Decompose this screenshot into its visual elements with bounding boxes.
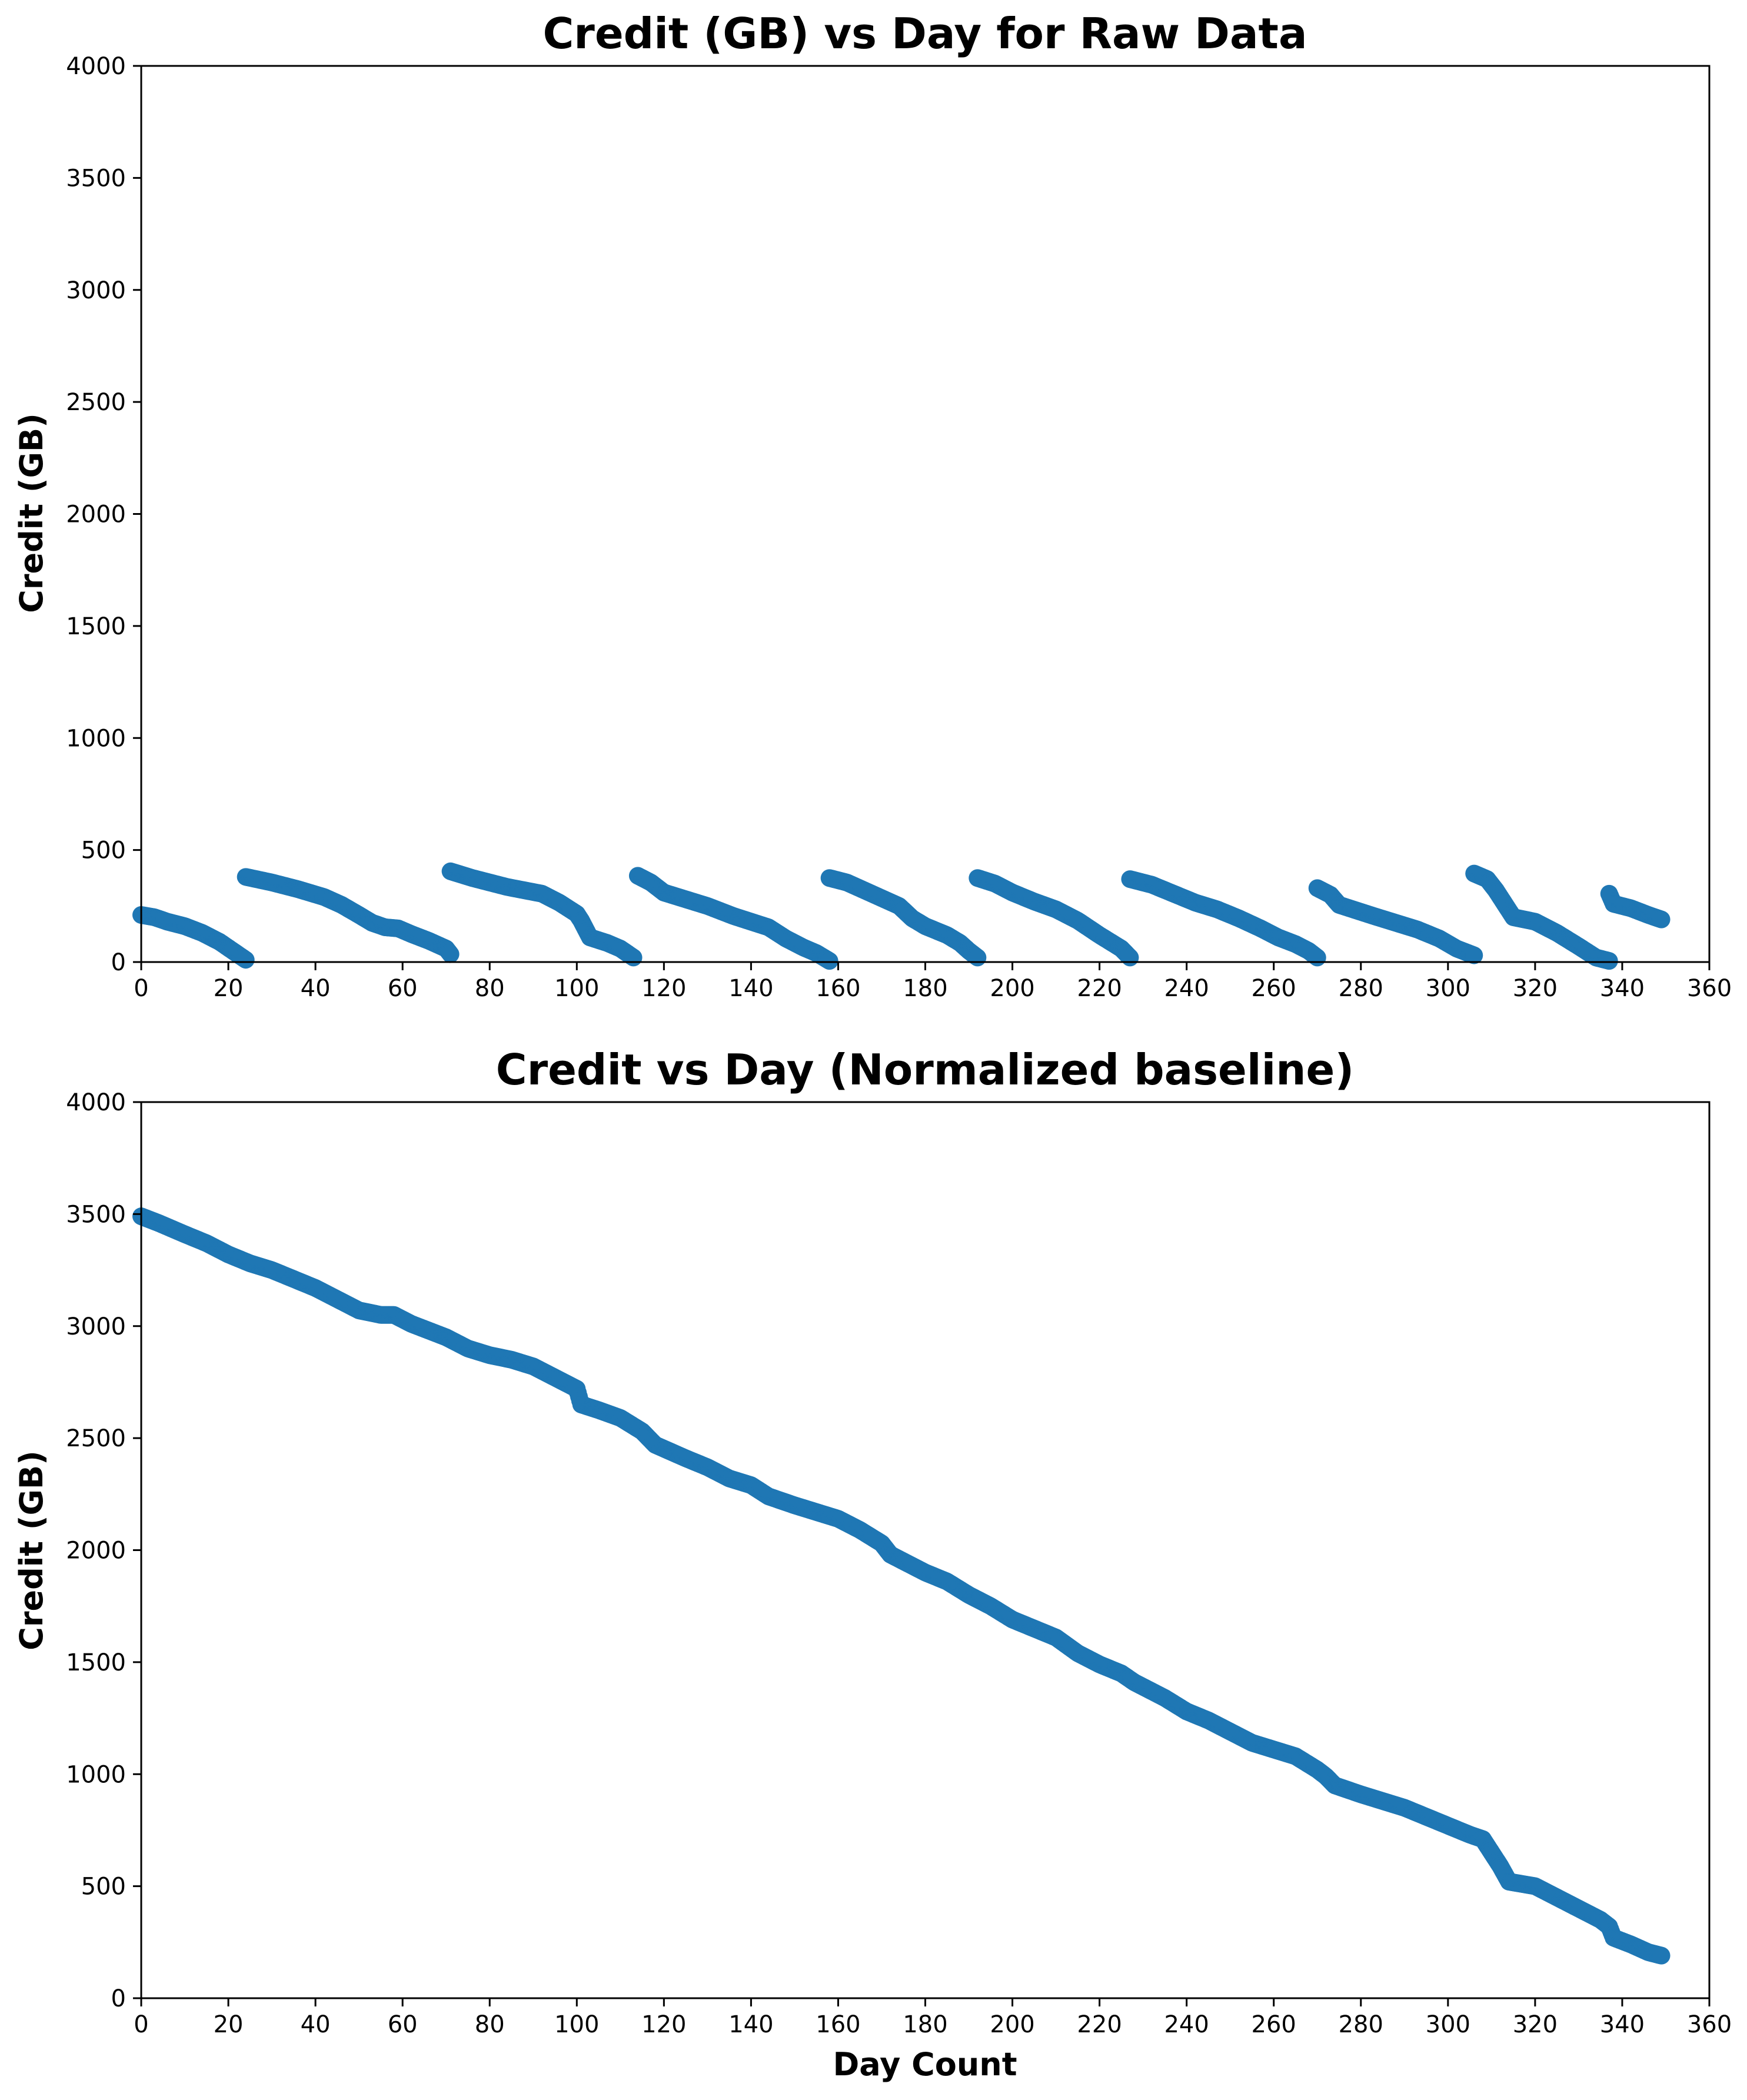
x-tick-label: 120 xyxy=(641,975,686,1002)
x-tick-label: 280 xyxy=(1339,2011,1383,2038)
data-point xyxy=(969,949,987,967)
y-tick-label: 2500 xyxy=(66,389,126,416)
x-tick-label: 340 xyxy=(1600,975,1645,1002)
y-tick-label: 500 xyxy=(81,1873,126,1901)
x-tick-label: 40 xyxy=(301,2011,331,2038)
x-tick-label: 240 xyxy=(1164,975,1209,1002)
y-tick-label: 4000 xyxy=(66,1089,126,1116)
scatter-points xyxy=(132,1207,1671,1965)
data-point xyxy=(1600,952,1618,970)
chart-title: Credit vs Day (Normalized baseline) xyxy=(496,1045,1355,1094)
data-point xyxy=(1652,910,1671,928)
x-tick-label: 160 xyxy=(816,2011,860,2038)
x-tick-label: 0 xyxy=(134,975,148,1002)
y-tick-label: 3500 xyxy=(66,165,126,192)
scatter-points xyxy=(132,862,1671,970)
x-tick-label: 340 xyxy=(1600,2011,1645,2038)
x-tick-label: 320 xyxy=(1513,975,1558,1002)
x-tick-label: 180 xyxy=(903,2011,947,2038)
x-tick-label: 300 xyxy=(1426,2011,1470,2038)
normalized-baseline-chart: Credit vs Day (Normalized baseline) Cred… xyxy=(13,1045,1732,2083)
x-tick-label: 360 xyxy=(1687,975,1732,1002)
x-tick-label: 300 xyxy=(1426,975,1470,1002)
y-tick-label: 2000 xyxy=(66,501,126,528)
y-tick-label: 1500 xyxy=(66,613,126,640)
x-tick-label: 80 xyxy=(475,2011,505,2038)
x-tick-label: 140 xyxy=(728,975,773,1002)
x-axis-ticks: 0 20 40 60 80 100 120 140 160 180 200 220 240 260 280 3… xyxy=(134,1998,1732,2038)
x-tick-label: 60 xyxy=(388,2011,418,2038)
data-point xyxy=(1121,949,1139,967)
raw-data-chart: Credit (GB) vs Day for Raw Data Credit (… xyxy=(13,9,1732,1002)
y-axis-ticks: 0 500 1000 1500 2000 2500 3000 3500 4000 xyxy=(66,53,141,976)
y-axis-ticks: 0 500 1000 1500 2000 2500 3000 3500 4000 xyxy=(66,1089,141,2012)
x-axis-ticks: 0 20 40 60 80 100 120 140 160 180 200 220 240 260 280 3… xyxy=(134,962,1732,1002)
x-tick-label: 100 xyxy=(554,975,599,1002)
x-tick-label: 200 xyxy=(990,2011,1034,2038)
y-axis-label: Credit (GB) xyxy=(13,1450,50,1650)
chart-title: Credit (GB) vs Day for Raw Data xyxy=(543,9,1307,58)
x-tick-label: 140 xyxy=(728,2011,773,2038)
y-tick-label: 1500 xyxy=(66,1649,126,1676)
x-tick-label: 100 xyxy=(554,2011,599,2038)
x-tick-label: 120 xyxy=(641,2011,686,2038)
y-tick-label: 3500 xyxy=(66,1201,126,1228)
x-tick-label: 360 xyxy=(1687,2011,1732,2038)
y-tick-label: 2000 xyxy=(66,1537,126,1565)
data-point xyxy=(1308,949,1326,967)
y-tick-label: 4000 xyxy=(66,53,126,80)
y-tick-label: 0 xyxy=(111,1985,126,2012)
data-point xyxy=(1652,1946,1671,1965)
x-tick-label: 240 xyxy=(1164,2011,1209,2038)
data-point xyxy=(1465,946,1483,964)
data-point xyxy=(237,951,255,969)
x-axis-label: Day Count xyxy=(833,2046,1017,2083)
x-tick-label: 0 xyxy=(134,2011,148,2038)
x-tick-label: 80 xyxy=(475,975,505,1002)
x-tick-label: 200 xyxy=(990,975,1034,1002)
x-tick-label: 20 xyxy=(214,2011,244,2038)
x-tick-label: 280 xyxy=(1339,975,1383,1002)
x-tick-label: 260 xyxy=(1252,2011,1296,2038)
x-tick-label: 60 xyxy=(388,975,418,1002)
x-tick-label: 20 xyxy=(214,975,244,1002)
x-tick-label: 220 xyxy=(1077,975,1122,1002)
x-tick-label: 220 xyxy=(1077,2011,1122,2038)
x-tick-label: 180 xyxy=(903,975,947,1002)
x-tick-label: 40 xyxy=(301,975,331,1002)
x-tick-label: 260 xyxy=(1252,975,1296,1002)
y-tick-label: 1000 xyxy=(66,725,126,752)
data-point xyxy=(820,952,838,970)
data-point xyxy=(624,949,643,967)
y-axis-label: Credit (GB) xyxy=(13,413,50,613)
y-tick-label: 2500 xyxy=(66,1425,126,1452)
x-tick-label: 320 xyxy=(1513,2011,1558,2038)
y-tick-label: 1000 xyxy=(66,1761,126,1788)
x-tick-label: 160 xyxy=(816,975,860,1002)
y-tick-label: 0 xyxy=(111,949,126,976)
y-tick-label: 3000 xyxy=(66,277,126,304)
y-tick-label: 500 xyxy=(81,837,126,864)
y-tick-label: 3000 xyxy=(66,1313,126,1340)
data-point xyxy=(441,945,460,963)
